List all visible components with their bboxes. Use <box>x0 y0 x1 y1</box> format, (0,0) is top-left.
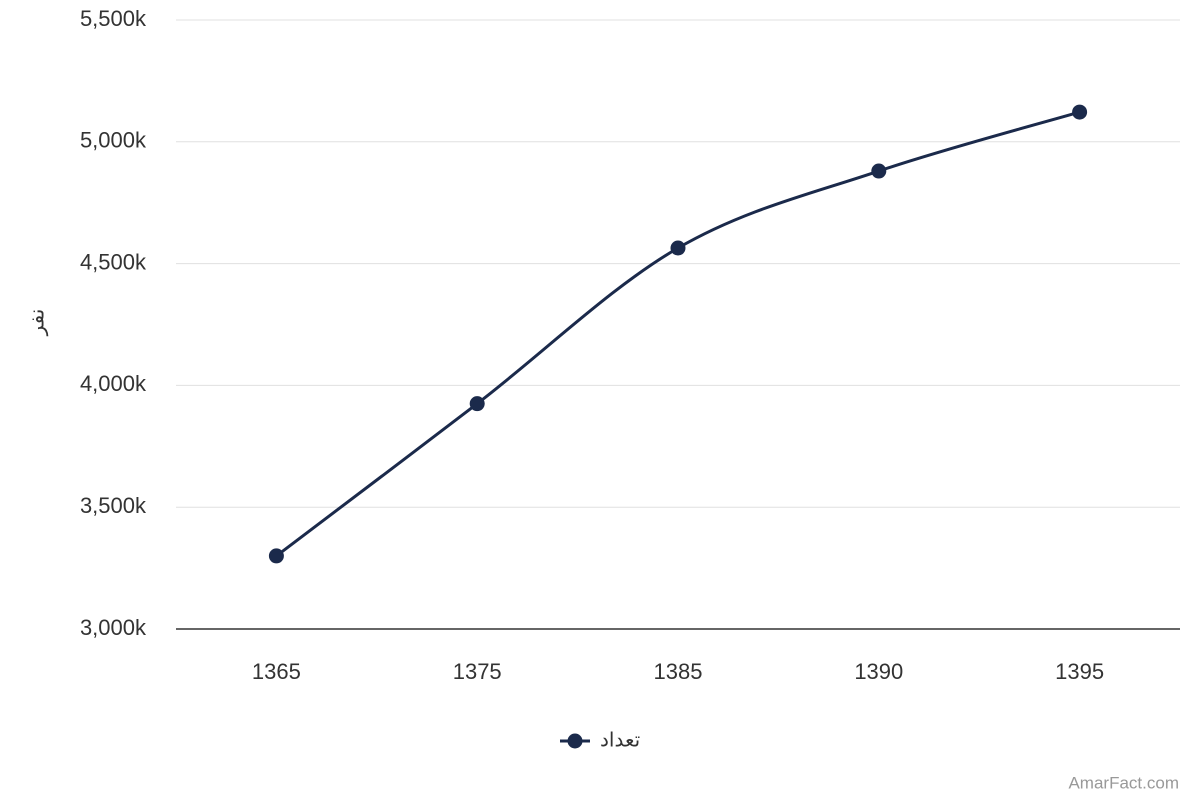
line <box>275 110 1081 558</box>
y-tick-label: 3,000k <box>80 615 147 640</box>
legend-marker <box>567 733 583 749</box>
y-tick-label: 3,500k <box>80 493 147 518</box>
x-tick-label: 1385 <box>654 659 703 684</box>
y-tick-label: 4,000k <box>80 371 147 396</box>
y-tick-label: 4,500k <box>80 249 147 274</box>
y-tick-label: 5,000k <box>80 128 147 153</box>
point <box>871 163 887 179</box>
y-tick-label: 5,500k <box>80 6 147 31</box>
credit: AmarFact.com <box>1068 773 1179 792</box>
x-tick-label: 1390 <box>854 659 903 684</box>
y-axis-label: نفر <box>26 309 48 337</box>
x-tick-label: 1365 <box>252 659 301 684</box>
point <box>670 240 686 256</box>
x-tick-label: 1395 <box>1055 659 1104 684</box>
point <box>469 396 485 412</box>
point <box>268 548 284 564</box>
legend-label: تعداد <box>600 729 640 751</box>
x-tick-label: 1375 <box>453 659 502 684</box>
point <box>1072 104 1088 120</box>
